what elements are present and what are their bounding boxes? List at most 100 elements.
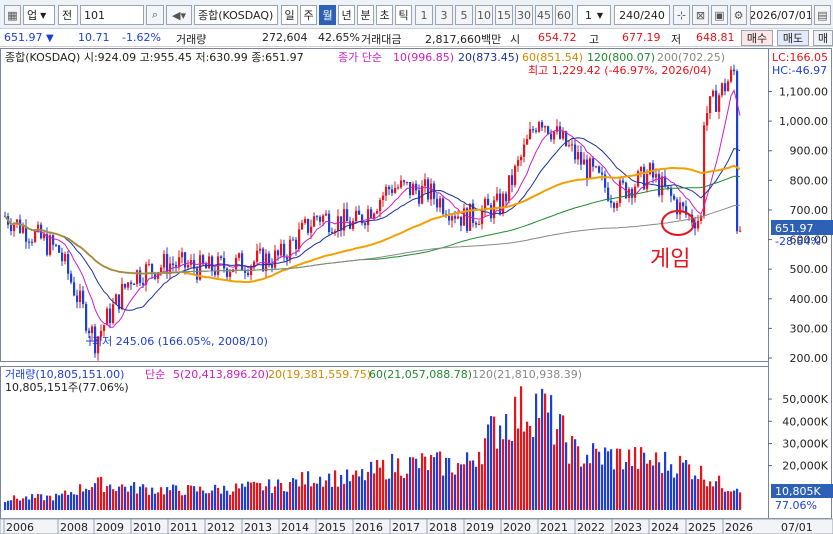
volume-bar <box>73 494 75 510</box>
period-tab-1[interactable]: 주 <box>300 5 317 25</box>
volume-bar <box>10 500 12 510</box>
candle-body <box>718 95 720 112</box>
range-field[interactable]: 240/240 <box>614 5 670 25</box>
volume-bar <box>655 452 657 510</box>
volume-bar <box>514 397 516 510</box>
volume-bar <box>298 486 300 510</box>
volume-tick-label: 30,000K <box>782 437 828 450</box>
candle-body <box>610 201 612 203</box>
volume-bar <box>49 496 51 510</box>
calendar-icon[interactable]: ▤ <box>814 5 831 25</box>
volume-bar <box>43 500 45 510</box>
price-tick-label: 400.00 <box>790 293 829 306</box>
volume-bar <box>187 485 189 510</box>
layout-icon[interactable]: ▦ <box>4 5 21 25</box>
period-tab-6[interactable]: 틱 <box>395 5 412 25</box>
gear-icon[interactable]: ⚙ <box>730 5 747 25</box>
date-field[interactable]: 2026/07/01 <box>750 5 812 25</box>
code-input[interactable]: 101 <box>80 5 144 25</box>
candle-body <box>175 265 177 267</box>
candle-body <box>34 231 36 242</box>
save-icon[interactable]: ▣ <box>711 5 728 25</box>
interval-button-1[interactable]: 1 <box>415 5 433 25</box>
volume-bar <box>151 488 153 510</box>
volume-bar <box>541 389 543 510</box>
candle-body <box>520 157 522 160</box>
volume-bar <box>583 464 585 510</box>
candle-body <box>556 126 558 131</box>
interval-button-3[interactable]: 3 <box>435 5 453 25</box>
jeon-button[interactable]: 전 <box>58 5 78 25</box>
volume-bar <box>601 465 603 510</box>
period-tab-0[interactable]: 일 <box>281 5 298 25</box>
volume-bar <box>331 487 333 510</box>
volume-bar <box>268 479 270 510</box>
volume-bar <box>736 489 738 510</box>
high-note: 최고 1,229.42 (-46.97%, 2026/04) <box>528 64 711 77</box>
volume-bar <box>610 449 612 510</box>
period-tab-2[interactable]: 월 <box>319 5 336 25</box>
crosshair-icon[interactable]: ⊹ <box>673 5 690 25</box>
candle-body <box>40 225 42 239</box>
volume-bar <box>130 486 132 510</box>
candle-body <box>529 129 531 139</box>
volume-bar <box>280 483 282 510</box>
volume-bar <box>379 468 381 510</box>
volume-bar <box>385 479 387 510</box>
candle-body <box>496 194 498 201</box>
volume-bar <box>133 482 135 510</box>
candle-body <box>490 205 492 218</box>
volume-bar <box>25 496 27 510</box>
volume-bar <box>259 483 261 510</box>
interval-button-10[interactable]: 10 <box>475 5 493 25</box>
period-tab-5[interactable]: 초 <box>376 5 393 25</box>
candle-body <box>589 158 591 179</box>
year-label: 2017 <box>392 521 420 534</box>
chart-area[interactable]: 1,100.00 1,000.00 900.00 800.00 700.00 600.00… <box>0 48 833 534</box>
interval-button-5[interactable]: 5 <box>455 5 473 25</box>
volume-bar <box>301 472 303 510</box>
more-button[interactable]: 매 <box>813 30 833 46</box>
volume-bar <box>490 416 492 510</box>
last-price-label: 651.97 <box>775 222 814 235</box>
candle-body <box>739 231 741 232</box>
candle-body <box>568 145 570 146</box>
ruler-icon[interactable]: ⊠ <box>692 5 709 25</box>
year-label: 2026 <box>725 521 753 534</box>
candle-body <box>163 254 165 267</box>
volume-bar <box>88 490 90 510</box>
interval-button-30[interactable]: 30 <box>515 5 533 25</box>
candle-body <box>46 234 48 254</box>
candle-body <box>364 223 366 225</box>
candle-body <box>679 202 681 214</box>
volume-bar <box>502 439 504 510</box>
volume-bar <box>526 422 528 510</box>
candle-body <box>13 224 15 231</box>
search-icon[interactable]: ⌕ <box>146 5 164 25</box>
candle-body <box>697 221 699 228</box>
interval-button-60[interactable]: 60 <box>555 5 573 25</box>
period-tab-4[interactable]: 분 <box>357 5 374 25</box>
candle-body <box>115 294 117 304</box>
price-tick-label: 900.00 <box>790 145 829 158</box>
sell-button[interactable]: 매도 <box>777 30 809 46</box>
interval-button-45[interactable]: 45 <box>535 5 553 25</box>
index-name: 종합(KOSDAQ) <box>194 5 278 25</box>
buy-button[interactable]: 매수 <box>741 30 773 46</box>
volume-bar <box>316 484 318 510</box>
candle-body <box>313 216 315 226</box>
candle-body <box>31 242 33 243</box>
volume-bar <box>397 458 399 510</box>
year-label: 2015 <box>318 521 346 534</box>
volume-bar <box>145 487 147 510</box>
period-tab-3[interactable]: 년 <box>338 5 355 25</box>
count-select[interactable]: 1 ▼ <box>577 5 611 25</box>
volume-bar <box>664 452 666 510</box>
market-select[interactable]: 업 ▼ <box>23 5 55 25</box>
volume-bar <box>535 394 537 510</box>
interval-button-15[interactable]: 15 <box>495 5 513 25</box>
volume-bar <box>511 441 513 510</box>
volume-bar <box>607 451 609 510</box>
speaker-icon[interactable]: ◀▾ <box>166 5 192 25</box>
volume-bar <box>508 440 510 510</box>
